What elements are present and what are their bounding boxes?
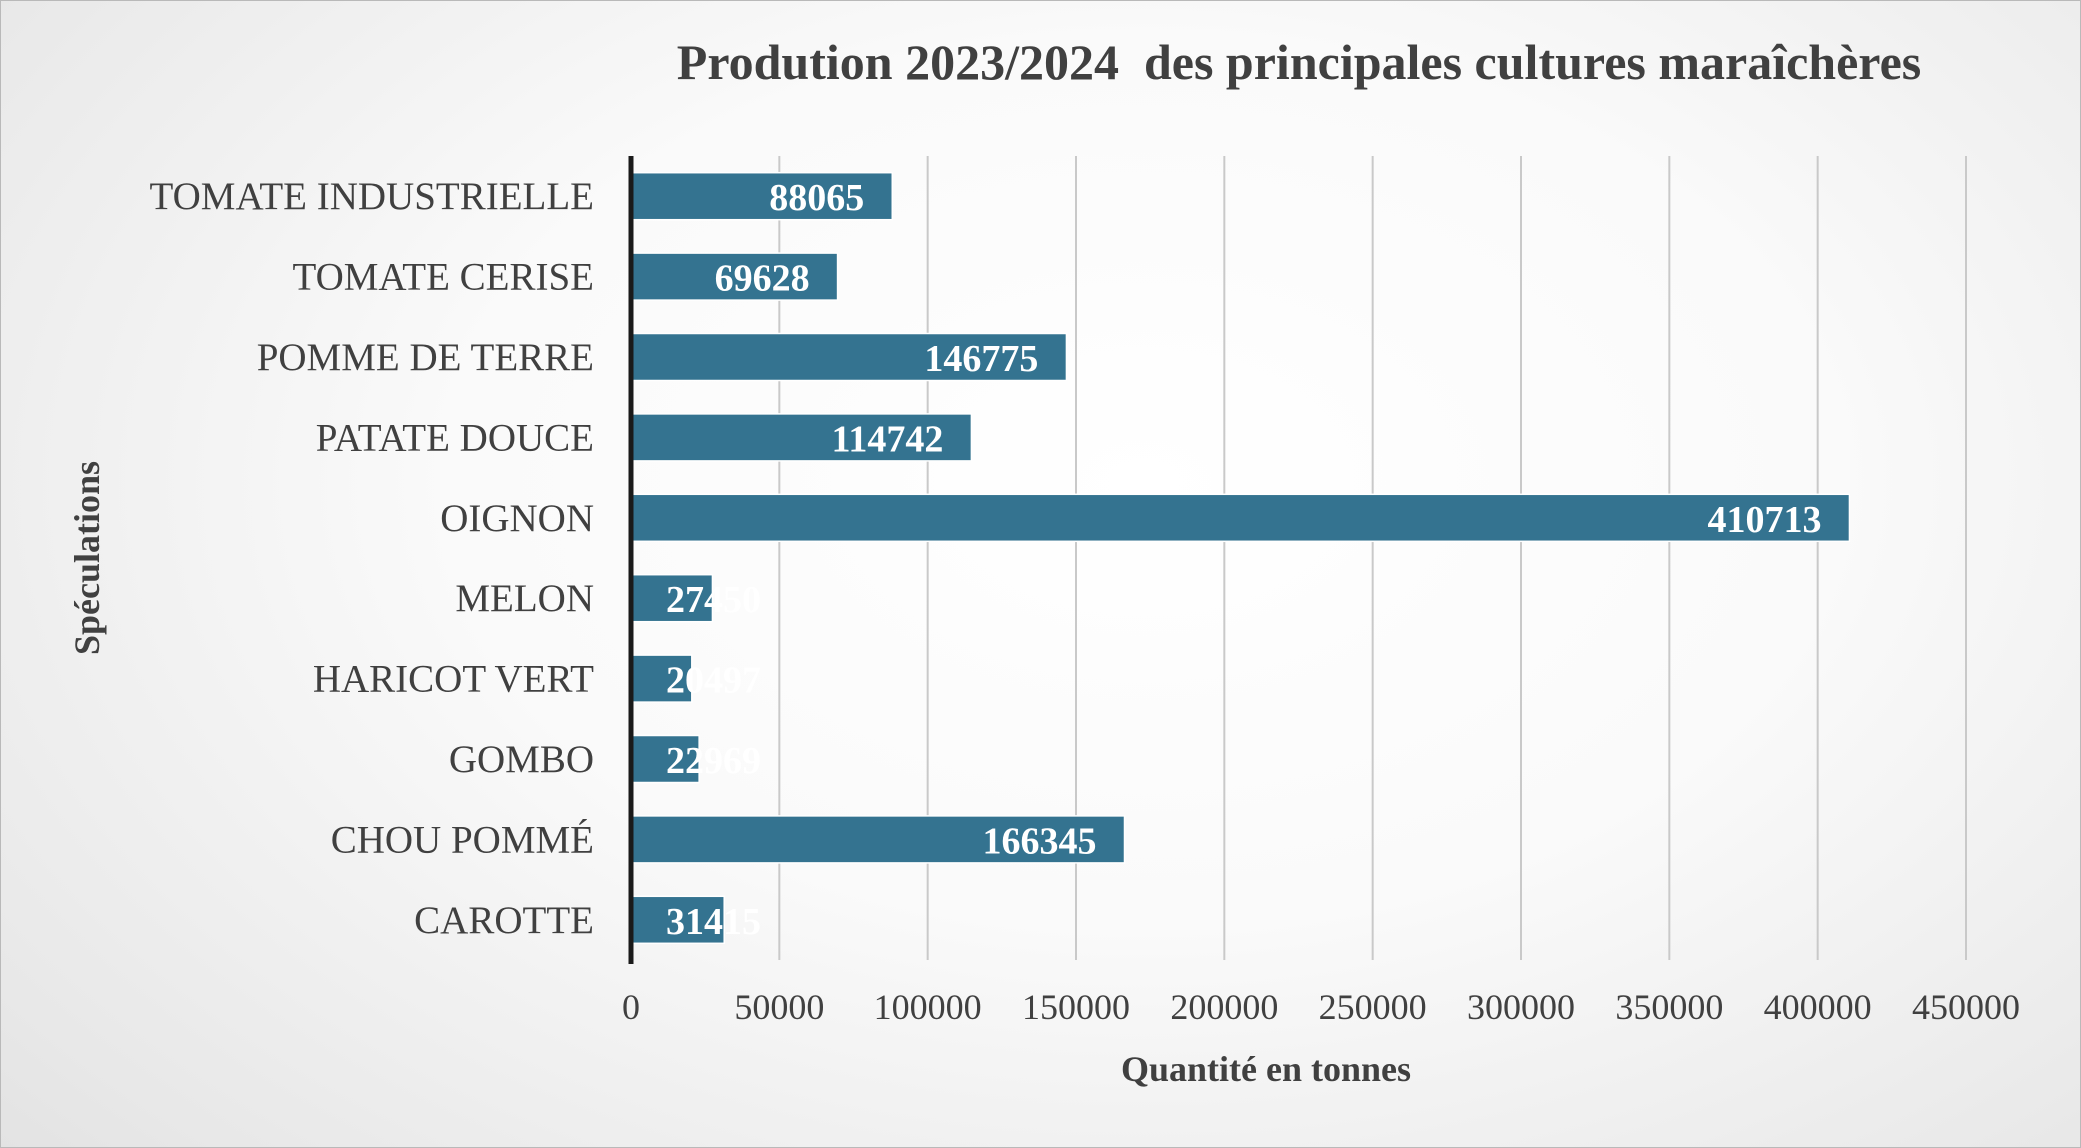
category-label: POMME DE TERRE [257, 336, 594, 379]
y-axis-title: Spéculations [67, 461, 107, 655]
chart-title: Prodution 2023/2024 des principales cult… [677, 34, 1921, 90]
bar [630, 654, 693, 703]
data-labels: 88065 69628 146775 114742 410713 27450 20497 22… [666, 177, 1821, 943]
category-label: OIGNON [440, 497, 594, 540]
x-tick-label: 100000 [874, 987, 982, 1027]
data-label: 410713 [1707, 499, 1821, 541]
x-tick-labels: 0 50000 100000 150000 200000 250000 300000 3500… [622, 987, 2020, 1027]
x-tick-label: 450000 [1912, 987, 2020, 1027]
category-label: HARICOT VERT [313, 658, 594, 701]
x-tick-label: 150000 [1022, 987, 1130, 1027]
x-axis-title: Quantité en tonnes [1121, 1049, 1411, 1089]
bar [630, 815, 1126, 864]
category-label: CAROTTE [414, 899, 594, 942]
category-label: PATATE DOUCE [316, 416, 594, 459]
bar [630, 493, 1851, 543]
category-label: MELON [455, 577, 594, 620]
category-label: TOMATE CERISE [292, 256, 594, 299]
x-tick-label: 300000 [1467, 987, 1575, 1027]
x-tick-label: 350000 [1615, 987, 1723, 1027]
category-label: GOMBO [449, 738, 594, 781]
bar [630, 573, 714, 623]
bar [630, 734, 700, 784]
bar [630, 171, 894, 221]
data-label: 22969 [666, 740, 761, 782]
x-tick-label: 200000 [1170, 987, 1278, 1027]
data-label: 20497 [666, 660, 761, 702]
bar [630, 413, 973, 462]
gridlines [778, 156, 1967, 960]
x-tick-label: 400000 [1764, 987, 1872, 1027]
category-label: TOMATE INDUSTRIELLE [150, 175, 594, 218]
data-label: 88065 [769, 177, 864, 219]
data-label: 69628 [715, 258, 810, 300]
category-label: CHOU POMMÉ [331, 817, 594, 861]
data-label: 146775 [924, 338, 1038, 380]
x-tick-label: 250000 [1319, 987, 1427, 1027]
data-label: 31415 [666, 901, 761, 943]
data-label: 166345 [982, 820, 1096, 862]
x-tick-label: 0 [622, 987, 640, 1027]
x-tick-label: 50000 [734, 987, 824, 1027]
bar [630, 332, 1068, 382]
category-labels: TOMATE INDUSTRIELLE TOMATE CERISE POMME DE… [150, 175, 595, 942]
data-label: 27450 [666, 579, 761, 621]
data-label: 114742 [831, 418, 943, 460]
bars [630, 171, 1851, 945]
